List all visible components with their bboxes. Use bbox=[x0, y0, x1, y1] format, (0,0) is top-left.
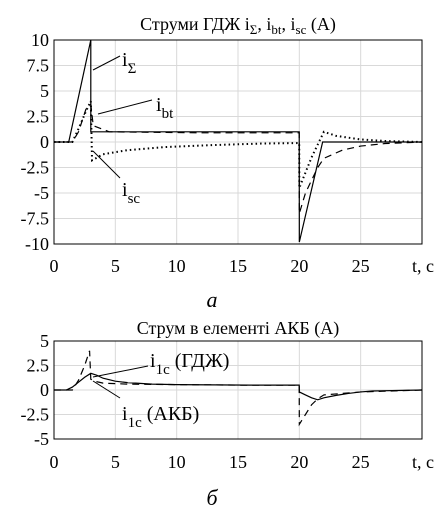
y-tick-label: 0 bbox=[40, 132, 49, 152]
annotation-main: i bbox=[122, 403, 128, 425]
x-tick-label: 25 bbox=[352, 256, 370, 276]
annotation-label: i1c (АКБ) bbox=[122, 403, 199, 431]
panel-caption: а bbox=[207, 287, 218, 312]
annotation-leader-line bbox=[92, 365, 149, 378]
annotation-label: ibt bbox=[156, 94, 174, 122]
x-tick-label: 0 bbox=[50, 452, 59, 472]
x-axis-label: t, с bbox=[412, 256, 434, 276]
annotation-subscript: Σ bbox=[128, 61, 137, 77]
y-tick-label: 10 bbox=[31, 30, 49, 50]
y-tick-label: 5 bbox=[40, 331, 49, 351]
annotation-subscript: bt bbox=[162, 106, 175, 122]
annotation-label: i1c (ГДЖ) bbox=[150, 350, 229, 378]
y-tick-label: 5 bbox=[40, 81, 49, 101]
x-tick-label: 20 bbox=[290, 256, 308, 276]
chart-1: 107.552.50-2.5-5-7.5-100 5 10 15 20 25 t, сСтр… bbox=[21, 14, 435, 312]
y-tick-label: 2.5 bbox=[27, 356, 50, 376]
annotation-subscript: 1c bbox=[128, 415, 143, 431]
chart-title: Струм в елементі АКБ (А) bbox=[137, 318, 339, 339]
x-tick-label: 15 bbox=[229, 452, 247, 472]
annotation-label: isc bbox=[122, 179, 140, 207]
panel-caption: б bbox=[206, 485, 218, 510]
annotation-leader-line bbox=[92, 380, 121, 399]
y-tick-label: -7.5 bbox=[21, 209, 50, 229]
x-tick-label: 0 bbox=[50, 256, 59, 276]
y-tick-label: 2.5 bbox=[27, 107, 50, 127]
annotation-subscript: sc bbox=[128, 191, 141, 207]
title-text: , i bbox=[282, 14, 296, 34]
y-tick-label: -2.5 bbox=[21, 405, 50, 425]
chart-title: Струми ГДЖ iΣ, ibt, isc (А) bbox=[140, 14, 336, 37]
y-tick-label: 7.5 bbox=[27, 56, 50, 76]
title-text: Струми ГДЖ i bbox=[140, 14, 250, 34]
annotation-suffix: (ГДЖ) bbox=[170, 350, 230, 372]
x-tick-label: 15 bbox=[229, 256, 247, 276]
series-line-dotted bbox=[54, 100, 423, 189]
x-tick-label: 20 bbox=[290, 452, 308, 472]
annotation-label: iΣ bbox=[122, 49, 136, 77]
annotation-main: i bbox=[122, 49, 128, 71]
series-line-solid bbox=[54, 39, 422, 243]
annotation-main: i bbox=[150, 350, 156, 372]
title-text: Струм в елементі АКБ (А) bbox=[137, 318, 339, 339]
title-subscript: sc bbox=[296, 22, 307, 37]
title-subscript: Σ bbox=[250, 22, 258, 37]
annotation-main: i bbox=[122, 179, 128, 201]
x-tick-label: 5 bbox=[111, 452, 120, 472]
title-subscript: bt bbox=[271, 22, 282, 37]
x-tick-label: 10 bbox=[168, 256, 186, 276]
y-tick-label: -5 bbox=[34, 429, 49, 449]
title-text: , i bbox=[257, 14, 271, 34]
y-tick-label: 0 bbox=[40, 380, 49, 400]
annotation-leader-line bbox=[97, 99, 153, 115]
annotation-suffix: (АКБ) bbox=[142, 403, 200, 425]
x-tick-label: 10 bbox=[168, 452, 186, 472]
y-tick-label: -10 bbox=[25, 234, 49, 254]
y-tick-label: -5 bbox=[34, 183, 49, 203]
y-tick-label: -2.5 bbox=[21, 158, 50, 178]
annotation-main: i bbox=[156, 94, 162, 116]
title-text: (А) bbox=[306, 14, 336, 35]
annotation-subscript: 1c bbox=[156, 362, 171, 378]
x-axis-label: t, с bbox=[412, 452, 434, 472]
x-tick-label: 5 bbox=[111, 256, 120, 276]
annotation-leader-line bbox=[92, 150, 121, 179]
x-tick-label: 25 bbox=[352, 452, 370, 472]
annotation-leader-line bbox=[92, 55, 121, 71]
